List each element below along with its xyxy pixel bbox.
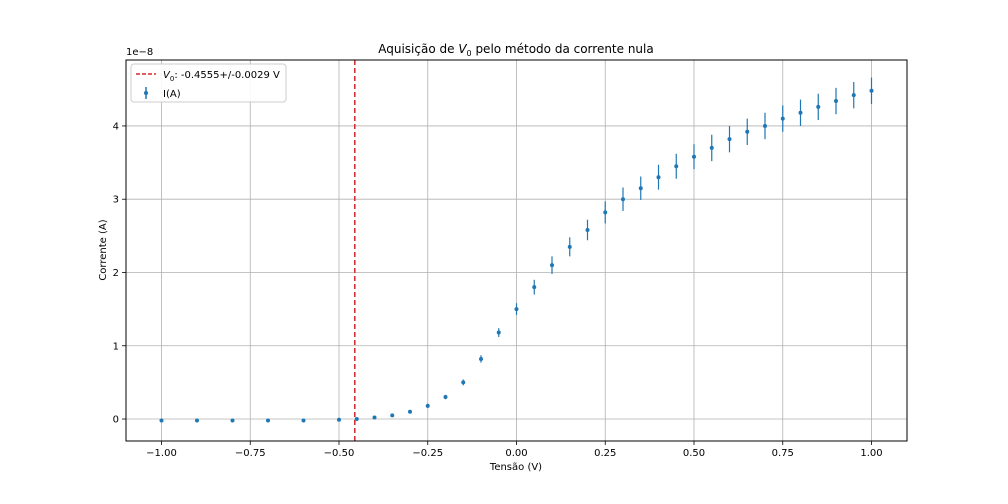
data-point [692,154,696,159]
y-axis-label: Corrente (A) [98,219,109,280]
x-tick-label: 0.50 [683,448,705,459]
y-axis-offset-text: 1e−8 [126,47,153,58]
x-tick-label: 1.00 [860,448,882,459]
data-point [834,99,838,104]
data-point [372,415,377,420]
data-point [585,227,590,232]
data-point [532,285,537,290]
data-point [851,93,856,98]
data-point [390,413,395,418]
data-point [266,418,270,423]
x-tick-label: 0.25 [594,448,616,459]
data-point [337,417,341,422]
data-point [674,164,679,169]
x-tick-label: 0.00 [505,448,527,459]
data-point [479,356,483,361]
data-point [514,307,519,312]
y-tick-label: 3 [113,195,119,206]
data-point [443,395,448,400]
legend-series-marker-swatch [144,91,148,95]
data-point [780,116,785,121]
data-point [763,123,767,128]
data-point [621,197,625,202]
y-tick-label: 4 [113,121,119,132]
data-point [461,380,466,385]
legend-box [130,63,287,103]
data-point [408,409,412,414]
x-axis-label: Tensão (V) [489,462,542,473]
data-point [496,330,501,335]
x-tick-label: −1.00 [146,448,177,459]
legend: V0: -0.4555+/-0.0029 V I(A) [130,63,287,103]
y-tick-label: 1 [113,341,119,352]
data-point [638,186,643,191]
x-axis-ticks: −1.00 −0.75 −0.50 −0.25 0.00 0.25 0.50 0.75 1.00 [146,441,883,459]
data-point [550,263,554,268]
data-point [816,104,821,109]
legend-series-label: I(A) [163,89,181,100]
data-point [159,418,164,423]
data-point [425,403,430,408]
y-tick-label: 2 [113,268,119,279]
chart-title: Aquisição de V0 pelo método da corrente … [378,42,653,58]
data-point [301,418,306,423]
x-tick-label: −0.50 [324,448,355,459]
data-point [656,175,661,180]
x-tick-label: 0.75 [772,448,794,459]
y-axis-ticks: 0 1 2 3 4 [113,121,126,426]
data-point [745,129,750,134]
series-group [159,77,874,423]
data-point [230,418,235,423]
data-point [195,418,199,423]
data-point [354,417,359,422]
data-point [709,145,714,150]
legend-vline-label: V0: -0.4555+/-0.0029 V [163,70,280,83]
x-tick-label: −0.25 [412,448,443,459]
series-I(A) [159,77,874,423]
data-point [567,244,572,249]
y-tick-label: 0 [113,415,119,426]
x-tick-label: −0.75 [235,448,266,459]
data-point [869,88,874,93]
data-point [727,137,732,142]
data-point [603,210,608,215]
data-point [798,110,803,115]
